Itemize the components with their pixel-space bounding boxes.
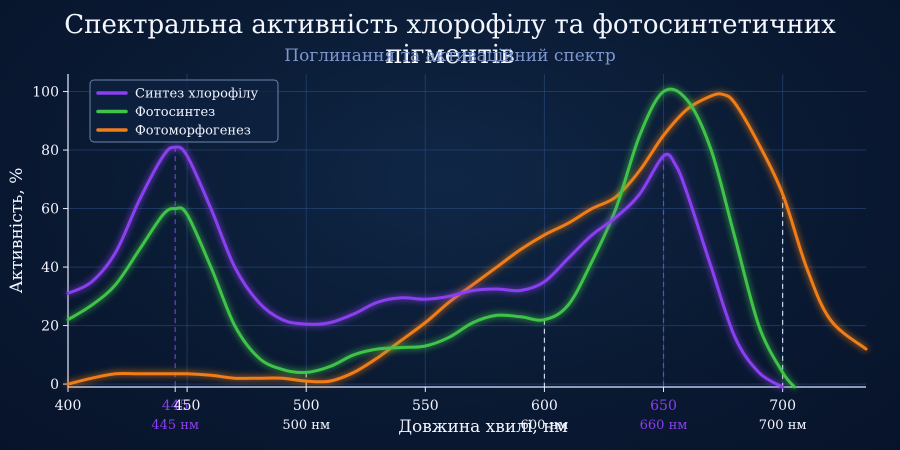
y-tick-label: 80 xyxy=(41,143,59,159)
y-tick-label: 60 xyxy=(41,202,59,218)
x-tick-label: 700 xyxy=(769,398,796,414)
y-axis-label: Активність, % xyxy=(7,168,27,294)
annotation-label: 600 нм xyxy=(521,418,569,433)
y-tick-label: 0 xyxy=(50,377,59,393)
legend-label: Синтез хлорофілу xyxy=(135,87,259,102)
chart-title: Спектральна активність хлорофілу та фото… xyxy=(64,10,836,70)
y-tick-label: 20 xyxy=(41,319,59,335)
x-tick-label: 650 xyxy=(650,398,677,414)
y-tick-label: 100 xyxy=(32,85,59,101)
x-tick-label: 450 xyxy=(174,398,201,414)
annotation-label: 500 нм xyxy=(282,418,330,433)
legend-label: Фотоморфогенез xyxy=(135,124,251,139)
series-line xyxy=(66,92,868,386)
series-line xyxy=(66,145,785,389)
x-tick-label: 445 xyxy=(162,398,189,414)
chart-subtitle: Поглинання та активаційний спектр xyxy=(284,46,616,66)
x-tick-label: 500 xyxy=(293,398,320,414)
x-axis-label: Довжина хвилі, нм xyxy=(398,417,568,437)
legend-box xyxy=(89,79,279,143)
annotation-label: 445 нм xyxy=(151,418,199,433)
annotation-label: 660 нм xyxy=(640,418,688,433)
annotation-label: 700 нм xyxy=(759,418,807,433)
legend-label: Фотосинтез xyxy=(135,105,215,120)
x-tick-label: 600 xyxy=(531,398,558,414)
series-line xyxy=(66,87,796,389)
x-tick-label: 550 xyxy=(412,398,439,414)
x-tick-label: 400 xyxy=(55,398,82,414)
y-tick-label: 40 xyxy=(41,260,59,276)
